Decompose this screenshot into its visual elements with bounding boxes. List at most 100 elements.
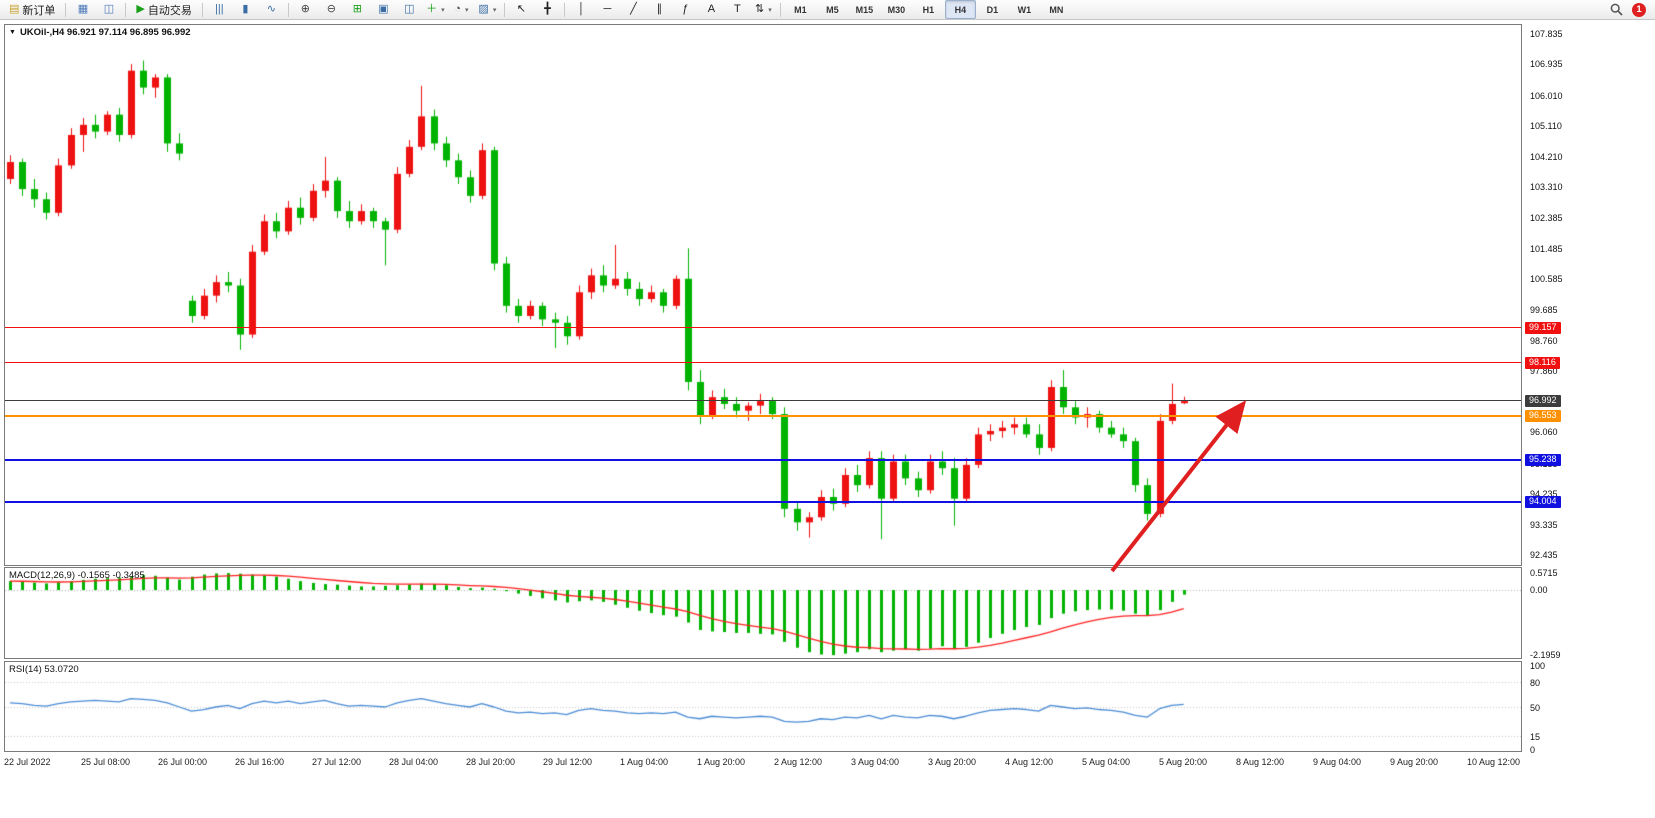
price-axis-label: 100.585 — [1530, 274, 1563, 284]
cascade-windows-button[interactable]: ▣ — [371, 0, 396, 19]
price-level-line[interactable] — [5, 362, 1521, 364]
price-axis-label: 106.010 — [1530, 91, 1563, 101]
crosshair-button[interactable]: ╋ — [535, 0, 560, 19]
trendline-button[interactable]: ╱ — [621, 0, 646, 19]
channel-icon: ∥ — [656, 3, 663, 15]
templates-icon: ▨ — [478, 3, 489, 15]
price-level-line[interactable] — [5, 327, 1521, 329]
zoom-in-button[interactable]: ⊕ — [293, 0, 318, 19]
chart-line-button[interactable]: ∿ — [259, 0, 284, 19]
trendline-icon: ╱ — [630, 3, 637, 15]
timeframe-d1-button[interactable]: D1 — [986, 4, 999, 15]
time-axis-label: 8 Aug 12:00 — [1236, 757, 1285, 767]
time-axis[interactable]: 22 Jul 2022 25 Jul 08:00 26 Jul 00:00 26 Ju… — [4, 754, 1522, 772]
price-level-line[interactable] — [5, 500, 1521, 503]
time-axis-label: 5 Aug 20:00 — [1159, 757, 1208, 767]
new-chart-button[interactable]: ▦ — [70, 0, 95, 19]
time-axis-label: 2 Aug 12:00 — [774, 757, 823, 767]
time-axis-label: 29 Jul 12:00 — [543, 757, 593, 767]
notification-badge[interactable]: 1 — [1632, 2, 1646, 17]
rsi-splitter[interactable] — [4, 656, 1522, 660]
profiles-button[interactable]: ◫ — [96, 0, 121, 19]
chart-bars-icon: ||| — [215, 3, 224, 15]
auto-trading-button-label: 自动交易 — [147, 4, 192, 17]
fibonacci-button[interactable]: ƒ — [673, 0, 698, 19]
timeframe-mn-button[interactable]: MN — [1049, 4, 1064, 15]
cursor-icon: ↖ — [516, 3, 526, 15]
price-axis-label: 93.335 — [1530, 520, 1558, 530]
time-axis-label: 28 Jul 20:00 — [466, 757, 516, 767]
timeframe-w1-button[interactable]: W1 — [1017, 4, 1032, 15]
cursor-button[interactable]: ↖ — [509, 0, 534, 19]
timeframe-m5-button[interactable]: M5 — [826, 4, 839, 15]
new-order-icon: ▤ — [9, 3, 20, 15]
price-axis[interactable]: 99.157 98.116 96.992 96.553 95.238 94.004 107.… — [1523, 20, 1655, 818]
time-axis-label: 10 Aug 12:00 — [1467, 757, 1521, 767]
price-axis-label: 104.210 — [1530, 152, 1563, 162]
arrows-icon: ⇅ — [755, 3, 765, 15]
text-icon: A — [707, 3, 716, 15]
fibonacci-icon: ƒ — [682, 3, 689, 15]
timeframe-h4-button[interactable]: H4 — [944, 0, 976, 19]
chart-line-icon: ∿ — [266, 3, 276, 15]
tile-windows-icon: ⊞ — [352, 3, 362, 15]
arrange-windows-icon: ◫ — [404, 3, 415, 15]
crosshair-icon: ╋ — [544, 3, 551, 15]
timeframe-m15-button[interactable]: M15 — [855, 4, 874, 15]
chart-window: ▼ UKOil-,H4 96.921 97.114 96.895 96.992 … — [0, 20, 1655, 818]
chart-bars-button[interactable]: ||| — [207, 0, 232, 19]
time-axis-label: 3 Aug 04:00 — [851, 757, 900, 767]
time-axis-label: 9 Aug 04:00 — [1313, 757, 1362, 767]
chart-candles-button[interactable]: ▮ — [233, 0, 258, 19]
arrows-button[interactable]: ⇅ ▾ — [751, 0, 776, 19]
label-button[interactable]: T — [725, 0, 750, 19]
time-axis-label: 26 Jul 00:00 — [158, 757, 208, 767]
tile-windows-button[interactable]: ⊞ — [345, 0, 370, 19]
chart-expand-icon[interactable]: ▼ — [9, 29, 16, 36]
timeframe-m30-button[interactable]: M30 — [887, 4, 906, 15]
time-axis-label: 5 Aug 04:00 — [1082, 757, 1131, 767]
main-chart-panel[interactable]: ▼ UKOil-,H4 96.921 97.114 96.895 96.992 — [4, 24, 1522, 566]
dropdown-caret-icon: ▾ — [768, 6, 772, 14]
macd-canvas — [5, 568, 1521, 658]
price-tag: 98.116 — [1525, 356, 1560, 369]
zoom-out-button[interactable]: ⊖ — [319, 0, 344, 19]
main-chart-canvas[interactable] — [5, 25, 1521, 565]
new-order-button[interactable]: ▤ 新订单 — [3, 0, 61, 19]
macd-panel[interactable]: MACD(12,26,9) -0.1565 -0.3485 — [4, 567, 1522, 659]
price-level-line[interactable] — [5, 459, 1521, 462]
time-axis-label: 1 Aug 20:00 — [697, 757, 746, 767]
toolbar-separator — [779, 2, 781, 17]
timeframe-m1-button[interactable]: M1 — [794, 4, 807, 15]
horizontal-line-icon: ─ — [603, 3, 612, 15]
rsi-axis-label: 0 — [1530, 745, 1536, 755]
price-level-line[interactable] — [5, 414, 1521, 417]
price-tag: 95.238 — [1525, 454, 1561, 467]
search-button[interactable] — [1604, 0, 1629, 19]
periods-button[interactable]: ◔ ▾ — [449, 0, 474, 19]
price-axis-label: 107.835 — [1530, 29, 1563, 39]
templates-button[interactable]: ▨ ▾ — [475, 0, 500, 19]
text-button[interactable]: A — [699, 0, 724, 19]
price-tag: 94.004 — [1525, 495, 1561, 508]
price-axis-label: 103.310 — [1530, 182, 1563, 192]
timeframe-h1-button[interactable]: H1 — [922, 4, 935, 15]
indicators-button[interactable]: ＋ ▾ — [423, 0, 448, 19]
rsi-label: RSI(14) 53.0720 — [9, 664, 79, 675]
cascade-windows-icon: ▣ — [378, 3, 389, 15]
auto-trading-button[interactable]: ▶ 自动交易 — [130, 0, 197, 19]
time-axis-label: 22 Jul 2022 — [4, 757, 51, 767]
periods-icon: ◔ — [454, 3, 461, 15]
horizontal-line-button[interactable]: ─ — [595, 0, 620, 19]
channel-button[interactable]: ∥ — [647, 0, 672, 19]
vertical-line-button[interactable]: │ — [569, 0, 594, 19]
price-axis-label: 96.060 — [1530, 427, 1558, 437]
current-price-line[interactable] — [5, 400, 1521, 402]
toolbar: ▤ 新订单 ▦ ◫ ▶ 自动交易 ||| ▮ ∿ ⊕ ⊖ ⊞ ▣ ◫ ＋ ▾ ◔ ▾ ▨ ▾ ↖ ╋ │ ─ ╱ ∥ ƒ A T ⇅ ▾ M1… — [0, 0, 1655, 20]
rsi-axis-label: 15 — [1530, 732, 1541, 742]
arrange-windows-button[interactable]: ◫ — [397, 0, 422, 19]
macd-splitter[interactable] — [4, 562, 1522, 566]
auto-trading-icon: ▶ — [136, 3, 145, 15]
rsi-panel[interactable]: RSI(14) 53.0720 — [4, 661, 1522, 752]
price-axis-label: 92.435 — [1530, 550, 1558, 560]
